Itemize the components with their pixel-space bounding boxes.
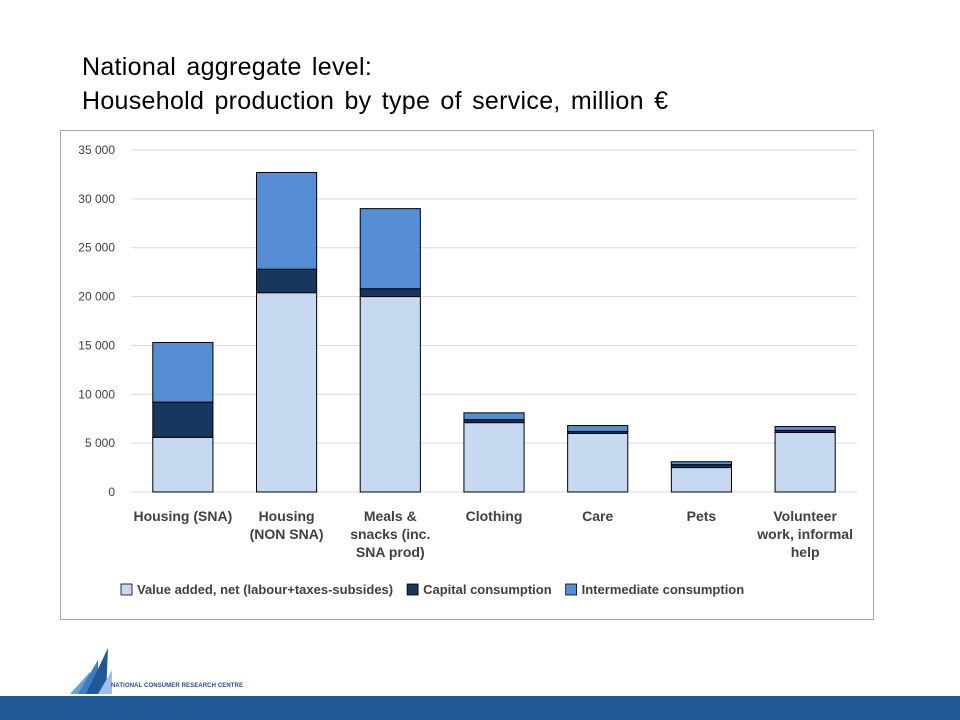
x-category-label: help (791, 544, 820, 560)
x-category-label: Care (582, 508, 613, 524)
capital-consumption-bar (152, 401, 214, 438)
y-tick-label: 30 000 (78, 192, 115, 206)
title-line-1: National aggregate level: (82, 53, 373, 81)
intermediate-consumption-bar (670, 461, 733, 466)
value-added-bar (567, 432, 629, 493)
x-category-label: Pets (687, 508, 717, 524)
x-category-label: Clothing (466, 508, 523, 524)
legend-label: Capital consumption (423, 582, 552, 597)
legend-label: Value added, net (labour+taxes-subsides) (137, 582, 393, 597)
capital-consumption-bar (255, 268, 318, 294)
intermediate-consumption-bar (774, 426, 836, 431)
x-category-label: Meals & (364, 508, 417, 524)
value-added-bar (670, 467, 733, 493)
intermediate-consumption-bar (255, 171, 318, 270)
value-added-bar (774, 431, 836, 493)
x-category-label: Housing (259, 508, 315, 524)
legend-swatch (120, 583, 133, 596)
x-category-label: work, informal (756, 526, 853, 542)
y-tick-label: 20 000 (78, 290, 115, 304)
legend-label: Intermediate consumption (582, 582, 745, 597)
title-line-2: Household production by type of service,… (82, 87, 669, 115)
chart-frame: 0 5 000 10 000 15 000 20 000 25 000 30 000 35 0… (60, 130, 874, 620)
x-category-label: Housing (SNA) (133, 508, 232, 524)
y-tick-label: 25 000 (78, 241, 115, 255)
stacked-bar-chart: 0 5 000 10 000 15 000 20 000 25 000 30 000 35 0… (78, 143, 857, 597)
x-category-label: SNA prod) (356, 544, 425, 560)
intermediate-consumption-bar (152, 341, 214, 403)
legend-swatch (565, 583, 578, 596)
x-category-label: Volunteer (773, 508, 837, 524)
ncrc-logo-icon (70, 648, 112, 694)
x-category-label: snacks (inc. (350, 526, 430, 542)
legend-swatch (406, 583, 419, 596)
slide-title: National aggregate level: Household prod… (82, 50, 668, 118)
footer-bar (0, 696, 960, 720)
intermediate-consumption-bar (463, 412, 525, 421)
intermediate-consumption-bar (359, 208, 421, 290)
ncrc-logo-text: NATIONAL CONSUMER RESEARCH CENTRE (111, 683, 244, 689)
y-tick-label: 5 000 (85, 436, 115, 450)
intermediate-consumption-bar (567, 425, 629, 432)
value-added-bar (463, 422, 525, 493)
value-added-bar (255, 292, 318, 493)
y-tick-label: 0 (108, 485, 115, 499)
x-category-label: (NON SNA) (250, 526, 324, 542)
value-added-bar (152, 436, 214, 493)
y-tick-label: 10 000 (78, 387, 115, 401)
y-tick-label: 35 000 (78, 143, 115, 157)
y-tick-label: 15 000 (78, 338, 115, 352)
capital-consumption-bar (359, 288, 421, 298)
value-added-bar (359, 296, 421, 493)
